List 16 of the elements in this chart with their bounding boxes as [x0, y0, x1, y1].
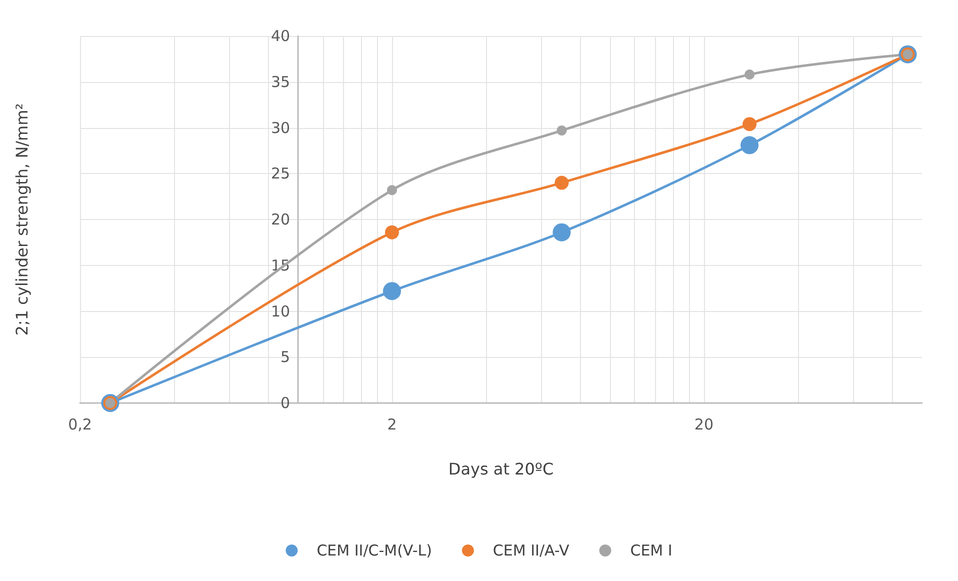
legend-label: CEM II/A-V	[492, 542, 570, 560]
x-tick-label: 0,2	[68, 416, 92, 434]
y-tick-label: 35	[270, 72, 290, 91]
x-tick-label: 2	[387, 416, 397, 434]
y-tick-label: 5	[280, 348, 290, 366]
x-tick-label: 20	[694, 416, 714, 434]
y-tick-label: 10	[270, 302, 290, 320]
y-tick-label: 30	[270, 118, 290, 137]
y-tick-label: 20	[270, 210, 290, 228]
x-axis-title: Days at 20ºC	[448, 460, 554, 478]
legend-label: CEM I	[630, 542, 672, 560]
y-tick-label: 0	[280, 394, 290, 412]
y-axis-title: 2;1 cylinder strength, N/mm²	[12, 103, 32, 336]
y-tick-label: 25	[270, 164, 290, 183]
y-tick-label: 40	[270, 27, 290, 45]
legend-label: CEM II/C-M(V-L)	[316, 542, 432, 560]
